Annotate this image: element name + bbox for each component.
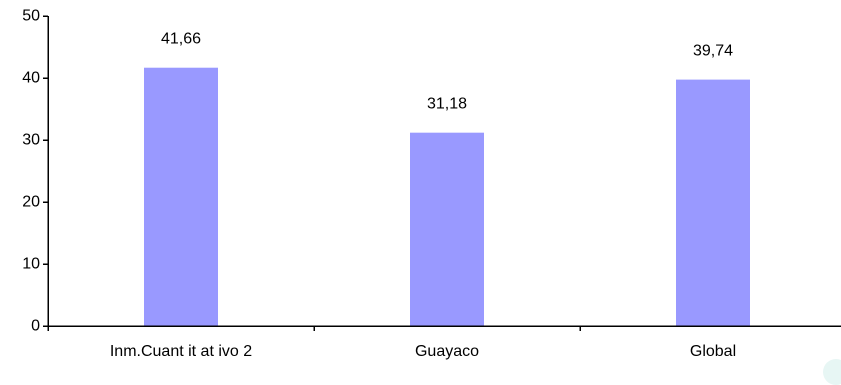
- x-ticks-group: [47, 326, 581, 331]
- corner-decoration: [823, 359, 841, 385]
- y-tick-label: 40: [22, 70, 40, 87]
- bar: [410, 132, 484, 326]
- y-ticks-group: 0 10 20 30 40 50: [22, 8, 48, 335]
- y-tick-label: 30: [22, 132, 40, 149]
- data-labels-group: 41,66 31,18 39,74: [161, 31, 733, 113]
- bar: [676, 79, 750, 326]
- data-label: 31,18: [427, 96, 467, 113]
- category-label: Guayaco: [415, 343, 479, 360]
- y-tick-label: 10: [22, 256, 40, 273]
- category-label: Global: [690, 343, 736, 360]
- y-tick-label: 0: [31, 318, 40, 335]
- bar-chart: 41,66 31,18 39,74 0 10 20 30 40 50 Inm.Cuant it…: [22, 8, 841, 360]
- bar: [144, 67, 218, 326]
- category-labels-group: Inm.Cuant it at ivo 2 Guayaco Global: [110, 343, 736, 360]
- category-label: Inm.Cuant it at ivo 2: [110, 343, 252, 360]
- data-label: 39,74: [693, 43, 733, 60]
- y-tick-label: 20: [22, 194, 40, 211]
- bars-group: [144, 67, 750, 326]
- data-label: 41,66: [161, 31, 201, 48]
- y-tick-label: 50: [22, 8, 40, 25]
